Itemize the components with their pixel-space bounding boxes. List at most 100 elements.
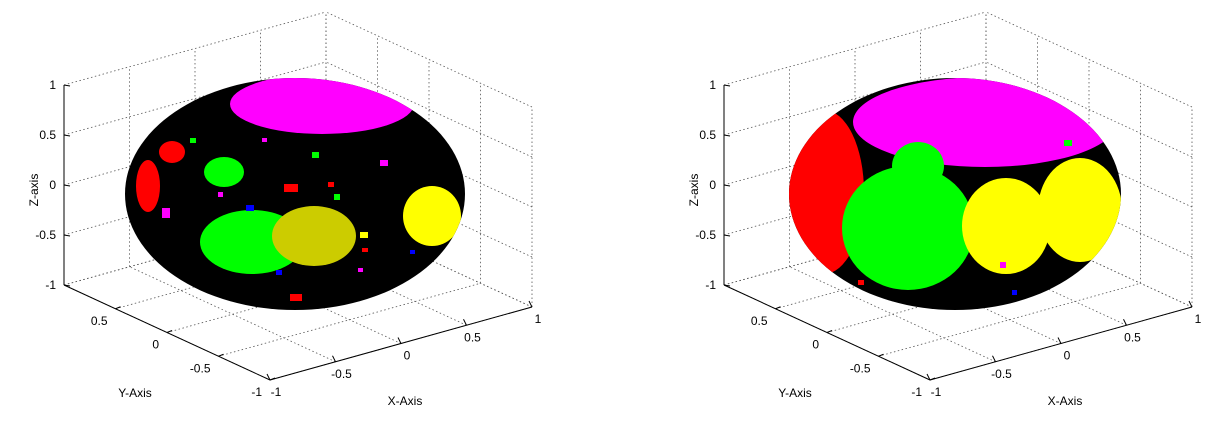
z-tick bbox=[63, 184, 71, 187]
segment-speck bbox=[262, 138, 267, 142]
grid-line bbox=[878, 282, 1141, 357]
grid-line bbox=[218, 282, 481, 357]
segment-speck bbox=[360, 232, 368, 238]
y-tick-label: 0 bbox=[152, 338, 159, 352]
z-tick bbox=[63, 134, 71, 137]
y-tick bbox=[115, 306, 121, 310]
x-tick-label: -1 bbox=[271, 385, 282, 399]
x-tick bbox=[1123, 319, 1127, 326]
segment-speck bbox=[858, 280, 864, 285]
grid-line bbox=[723, 161, 987, 236]
grid-line bbox=[723, 11, 987, 86]
x-axis-label: X-Axis bbox=[1048, 394, 1083, 408]
segmented-regions bbox=[136, 78, 461, 301]
segment-speck bbox=[162, 208, 170, 218]
y-tick-label: -0.5 bbox=[190, 361, 211, 375]
x-tick-label: -1 bbox=[931, 385, 942, 399]
grid-line bbox=[63, 11, 327, 86]
grid-line bbox=[63, 161, 327, 236]
y-tick-label: -1 bbox=[251, 385, 262, 399]
x-tick-label: 1 bbox=[1195, 312, 1202, 326]
segment-region bbox=[230, 78, 414, 134]
x-tick-label: -0.5 bbox=[331, 367, 352, 381]
grid-line bbox=[325, 61, 533, 158]
z-tick-label: 0.5 bbox=[39, 128, 56, 142]
y-tick bbox=[775, 306, 781, 310]
grid-line bbox=[723, 211, 987, 286]
segment-region bbox=[842, 166, 974, 290]
segment-region bbox=[403, 186, 461, 246]
z-tick-label: 0.5 bbox=[699, 128, 716, 142]
segment-region bbox=[962, 178, 1050, 274]
segment-region bbox=[853, 78, 1117, 167]
segment-region bbox=[892, 142, 944, 190]
segment-speck bbox=[334, 194, 340, 200]
y-axis-label: Y-Axis bbox=[778, 386, 812, 400]
y-tick bbox=[826, 330, 833, 333]
segment-speck bbox=[312, 152, 319, 158]
x-tick bbox=[926, 373, 931, 381]
z-tick-label: 1 bbox=[709, 78, 716, 92]
segment-speck bbox=[276, 270, 282, 275]
segment-speck bbox=[358, 268, 363, 272]
x-tick-label: 0.5 bbox=[1124, 330, 1141, 344]
z-tick-label: 0 bbox=[709, 178, 716, 192]
segment-speck bbox=[1000, 262, 1006, 268]
z-tick-label: -1 bbox=[705, 278, 716, 292]
segment-speck bbox=[1012, 290, 1017, 295]
segment-speck bbox=[328, 182, 334, 187]
segment-region bbox=[204, 157, 244, 187]
segment-region bbox=[272, 206, 356, 266]
segment-speck bbox=[218, 192, 223, 197]
z-tick bbox=[723, 284, 731, 287]
grid-line bbox=[826, 259, 1090, 333]
segment-speck bbox=[362, 248, 368, 252]
grid-line bbox=[166, 259, 430, 333]
x-tick-label: 1 bbox=[535, 312, 542, 326]
y-tick bbox=[878, 353, 884, 357]
segment-region bbox=[159, 141, 185, 163]
x-tick bbox=[332, 355, 336, 362]
segment-speck bbox=[246, 205, 254, 211]
x-tick-label: 0.5 bbox=[464, 330, 481, 344]
x-tick bbox=[397, 337, 402, 344]
z-axis-label: Z-axis bbox=[27, 174, 41, 207]
y-tick-label: 0.5 bbox=[751, 314, 768, 328]
y-axis-label: Y-Axis bbox=[118, 386, 152, 400]
y-tick-label: 0.5 bbox=[91, 314, 108, 328]
grid-line bbox=[63, 61, 327, 136]
x-axis-label: X-Axis bbox=[388, 394, 423, 408]
y-tick bbox=[929, 377, 936, 381]
segmented-regions bbox=[789, 78, 1121, 295]
grid-line bbox=[985, 11, 1193, 108]
grid-line bbox=[115, 235, 378, 310]
z-tick-label: -0.5 bbox=[35, 228, 56, 242]
segment-speck bbox=[380, 160, 388, 166]
z-tick-label: -1 bbox=[45, 278, 56, 292]
segment-speck bbox=[410, 250, 415, 254]
x-tick bbox=[992, 355, 996, 362]
segment-speck bbox=[290, 294, 302, 301]
grid-line bbox=[63, 211, 327, 286]
z-tick bbox=[63, 284, 71, 287]
subplot-left: -1 -0.5 0 0.5 1 -1 -0.5 0 0.5 -1 -0.5 0 0.5 1 Z-axis Y-… bbox=[27, 11, 542, 408]
x-tick bbox=[1057, 337, 1062, 344]
z-axis-label: Z-axis bbox=[687, 174, 701, 207]
x-tick-label: -0.5 bbox=[991, 367, 1012, 381]
grid-line bbox=[723, 61, 987, 136]
segment-speck bbox=[190, 138, 196, 143]
segment-speck bbox=[1060, 120, 1066, 132]
x-tick bbox=[528, 300, 533, 308]
y-tick-label: -1 bbox=[911, 385, 922, 399]
x-tick-label: 0 bbox=[1064, 349, 1071, 363]
y-tick bbox=[269, 377, 276, 381]
grid-line bbox=[789, 266, 996, 363]
z-tick bbox=[63, 84, 71, 87]
x-tick bbox=[266, 373, 271, 381]
z-tick bbox=[63, 234, 71, 237]
z-tick-label: -0.5 bbox=[695, 228, 716, 242]
z-tick-label: 1 bbox=[49, 78, 56, 92]
segment-speck bbox=[1064, 140, 1072, 146]
z-tick bbox=[723, 234, 731, 237]
